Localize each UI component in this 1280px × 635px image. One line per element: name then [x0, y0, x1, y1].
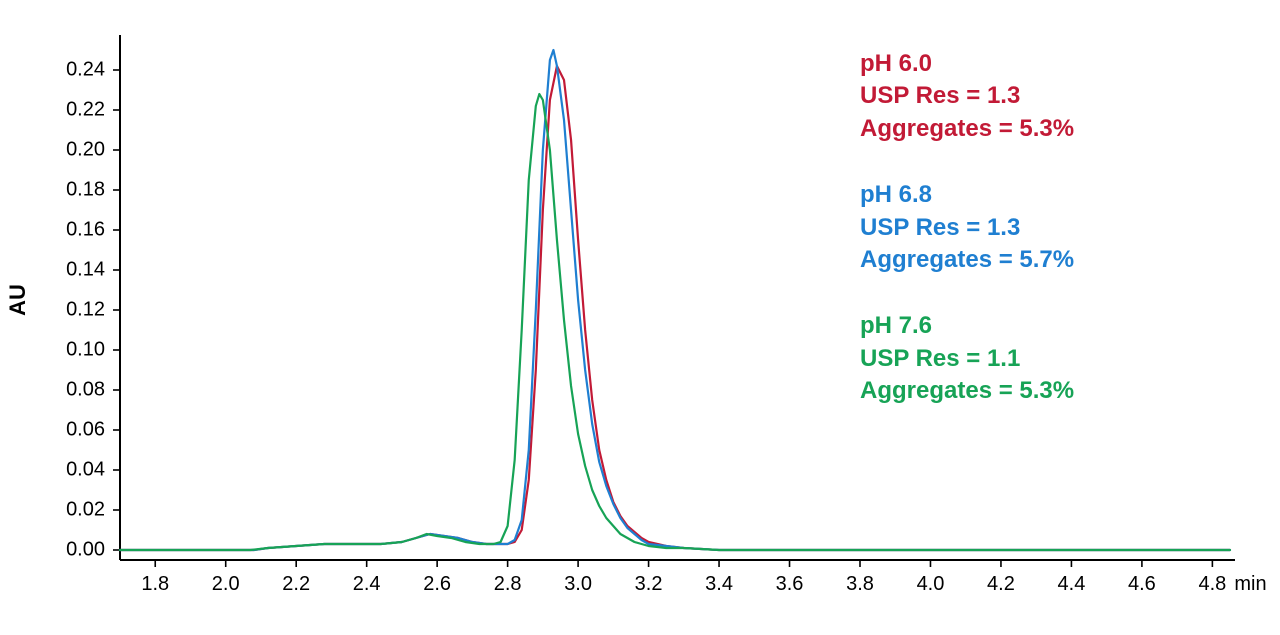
x-tick-label: 3.2: [635, 573, 663, 596]
y-tick-label: 0.06: [55, 419, 105, 442]
annotation-line: USP Res = 1.1: [860, 343, 1074, 375]
y-tick-label: 0.18: [55, 179, 105, 202]
y-tick-label: 0.24: [55, 59, 105, 82]
annotation-line: pH 6.0: [860, 48, 1074, 80]
y-axis-label: AU: [5, 284, 31, 316]
annotation-block: pH 6.0USP Res = 1.3Aggregates = 5.3%: [860, 48, 1074, 145]
x-tick-label: 4.8: [1198, 573, 1226, 596]
annotation-line: USP Res = 1.3: [860, 212, 1074, 244]
x-tick-label: 3.4: [705, 573, 733, 596]
chromatogram-chart: AU 0.00 0.02 0.04 0.06 0.08 0.10 0.12 0.14 0.16 0…: [0, 0, 1280, 635]
y-tick-label: 0.16: [55, 219, 105, 242]
x-tick-label: 2.4: [353, 573, 381, 596]
x-tick-label: 3.0: [564, 573, 592, 596]
y-tick-label: 0.20: [55, 139, 105, 162]
annotation-line: Aggregates = 5.3%: [860, 113, 1074, 145]
x-tick-label: 3.6: [776, 573, 804, 596]
annotation-block: pH 6.8USP Res = 1.3Aggregates = 5.7%: [860, 179, 1074, 276]
x-tick-label: 4.4: [1058, 573, 1086, 596]
chart-svg: [0, 0, 1280, 635]
annotation-line: Aggregates = 5.7%: [860, 244, 1074, 276]
x-tick-label: 2.2: [282, 573, 310, 596]
y-tick-label: 0.22: [55, 99, 105, 122]
annotation-line: USP Res = 1.3: [860, 80, 1074, 112]
legend-annotations: pH 6.0USP Res = 1.3Aggregates = 5.3%pH 6…: [860, 48, 1074, 408]
x-tick-label: 2.6: [423, 573, 451, 596]
x-tick-label: 1.8: [141, 573, 169, 596]
y-tick-label: 0.04: [55, 459, 105, 482]
y-tick-label: 0.00: [55, 539, 105, 562]
annotation-line: pH 7.6: [860, 310, 1074, 342]
x-tick-label: 4.2: [987, 573, 1015, 596]
annotation-block: pH 7.6USP Res = 1.1Aggregates = 5.3%: [860, 310, 1074, 407]
y-tick-label: 0.08: [55, 379, 105, 402]
y-tick-label: 0.10: [55, 339, 105, 362]
x-tick-label: 4.6: [1128, 573, 1156, 596]
y-tick-label: 0.02: [55, 499, 105, 522]
x-tick-label: 4.0: [917, 573, 945, 596]
x-tick-label: 2.0: [212, 573, 240, 596]
x-axis-unit: min: [1234, 573, 1266, 596]
x-tick-label: 3.8: [846, 573, 874, 596]
annotation-line: Aggregates = 5.3%: [860, 375, 1074, 407]
annotation-line: pH 6.8: [860, 179, 1074, 211]
x-tick-label: 2.8: [494, 573, 522, 596]
y-tick-label: 0.14: [55, 259, 105, 282]
y-tick-label: 0.12: [55, 299, 105, 322]
